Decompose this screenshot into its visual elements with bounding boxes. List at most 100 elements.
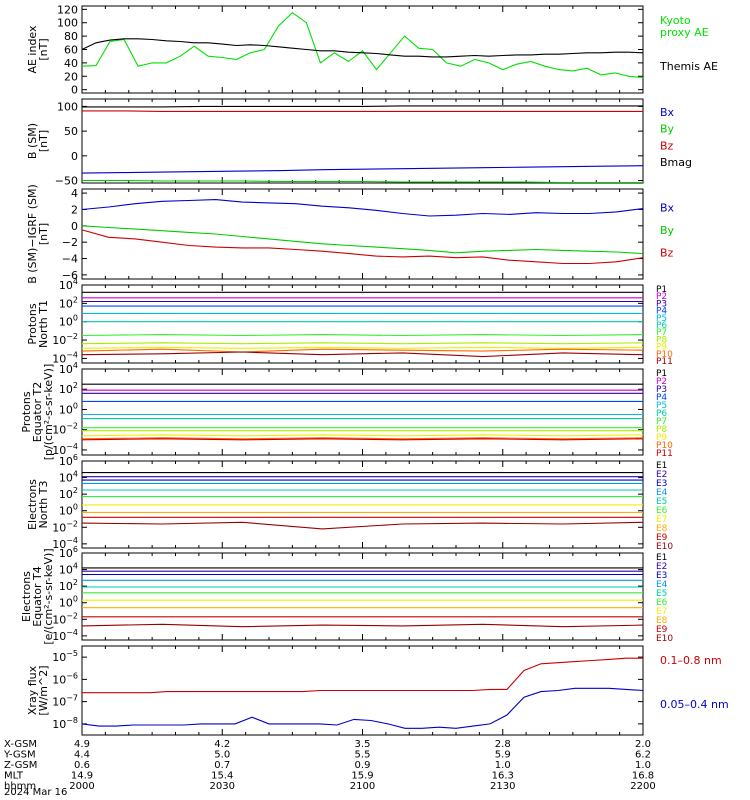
legend-item: E5 xyxy=(656,589,667,599)
y-tick-exponent: −5 xyxy=(66,649,78,658)
x-row-label: X-GSM xyxy=(4,739,37,750)
legend-item: P8 xyxy=(656,425,667,435)
legend-item: P7 xyxy=(656,417,667,427)
y-tick-label: −4 xyxy=(62,253,78,266)
legend-item: P2 xyxy=(656,292,667,302)
x-row-value: 14.9 xyxy=(71,771,93,782)
series-line-4-7 xyxy=(81,334,644,337)
x-row-value: 5.9 xyxy=(495,750,511,761)
series-line-3-1 xyxy=(81,199,644,217)
y-tick-label: 0 xyxy=(71,220,78,233)
y-tick-label: 10−6 xyxy=(52,671,78,686)
legend-item: P10 xyxy=(656,441,673,451)
legend-item: E10 xyxy=(656,634,673,644)
x-row-value: 0.7 xyxy=(214,760,230,771)
y-tick-exponent: 2 xyxy=(73,295,78,304)
legend-item: E7 xyxy=(656,515,667,525)
panel-frame xyxy=(81,5,644,94)
y-axis-label: [e/(cm²-s-sr-keV)] xyxy=(42,548,55,644)
y-tick-label: 0 xyxy=(71,84,78,97)
y-tick-label: 10−2 xyxy=(52,519,78,534)
y-axis-label: North T1 xyxy=(37,300,50,348)
legend-item: P9 xyxy=(656,433,667,443)
y-tick-label: 100 xyxy=(57,100,78,113)
series-line-4-11 xyxy=(81,351,644,358)
legend-item: Bz xyxy=(660,139,674,152)
y-tick-label: 10−5 xyxy=(52,649,78,664)
series-line-4-8 xyxy=(81,342,644,345)
legend-item: P1 xyxy=(656,369,667,379)
legend: 0.1–0.8 nm 0.05–0.4 nm xyxy=(660,654,729,711)
legend-item: E1 xyxy=(656,553,667,563)
y-tick-label: 120 xyxy=(57,3,78,16)
series-line-5-10 xyxy=(81,437,644,440)
y-tick-exponent: 0 xyxy=(73,401,78,410)
y-tick-label: 4 xyxy=(71,187,78,200)
legend-item: P11 xyxy=(656,357,673,367)
panel-3: −6 −4 −2 0 2 4 B (SM)−IGRF (SM)[nT] Bx By Bz xyxy=(26,184,675,284)
y-tick-label: 100 xyxy=(57,17,78,30)
legend-item: E9 xyxy=(656,533,668,543)
y-tick-label: 50 xyxy=(64,125,78,138)
legend-item: E4 xyxy=(656,488,668,498)
legend-item: Themis AE xyxy=(659,60,718,73)
series-line-4-9 xyxy=(81,346,644,349)
panel-frame xyxy=(81,188,644,280)
legend-item: E3 xyxy=(656,571,667,581)
x-row-value: 16.3 xyxy=(492,771,514,782)
y-tick-label: 102 xyxy=(59,578,78,593)
series-line-2-4 xyxy=(82,105,643,108)
y-tick-exponent: 4 xyxy=(73,277,78,286)
legend-item: 0.1–0.8 nm xyxy=(660,654,722,667)
y-tick-label: 100 xyxy=(59,401,78,416)
panel-frame xyxy=(81,284,644,364)
legend-item: P4 xyxy=(656,307,667,317)
y-tick-label: −6 xyxy=(62,269,78,282)
panel-8: 10−5 10−6 10−7 10−8 Xray flux[W/m^2] 0.1–0.8 … xyxy=(26,645,729,736)
panel-2: −50 0 50 100 B (SM)[nT] Bx By Bz Bmag xyxy=(26,98,692,188)
y-tick-exponent: 6 xyxy=(73,453,78,462)
series-line-2-3 xyxy=(82,110,643,112)
series-line-5-9 xyxy=(81,434,644,437)
legend-item: Bx xyxy=(660,202,675,215)
x-row-value: 2.8 xyxy=(495,739,511,750)
x-row-value: 2200 xyxy=(630,781,655,792)
legend-item: E10 xyxy=(656,542,673,552)
x-row-value: 0.9 xyxy=(355,760,371,771)
y-tick-exponent: −4 xyxy=(66,628,78,637)
legend-item: P3 xyxy=(656,385,667,395)
y-tick-exponent: 2 xyxy=(73,486,78,495)
y-axis-label: Electrons xyxy=(20,571,33,622)
y-axis-label: Equator T4 xyxy=(31,566,44,626)
legend-item: Bx xyxy=(660,106,675,119)
series-line-5-11 xyxy=(81,438,644,441)
legend-item: E9 xyxy=(656,625,668,635)
y-tick-exponent: −4 xyxy=(66,442,78,451)
x-row-label: MLT xyxy=(4,771,24,782)
series-line-8-1 xyxy=(82,657,643,694)
y-tick-exponent: −4 xyxy=(66,536,78,545)
series-line-8-2 xyxy=(81,687,644,729)
x-row-value: 1.0 xyxy=(635,760,651,771)
legend-item: E2 xyxy=(656,562,667,572)
y-tick-exponent: −6 xyxy=(66,671,78,680)
legend-item: P3 xyxy=(656,299,667,309)
legend-item: 0.05–0.4 nm xyxy=(660,698,729,711)
y-tick-exponent: 4 xyxy=(73,470,78,479)
legend-item: E5 xyxy=(656,497,667,507)
y-tick-exponent: −2 xyxy=(66,519,78,528)
y-tick-label: 106 xyxy=(59,453,78,468)
y-tick-label: 100 xyxy=(59,503,78,518)
y-tick-exponent: 4 xyxy=(73,361,78,370)
y-tick-label: 102 xyxy=(59,486,78,501)
series-line-3-2 xyxy=(81,225,644,255)
legend: Bx By Bz Bmag xyxy=(660,106,692,169)
